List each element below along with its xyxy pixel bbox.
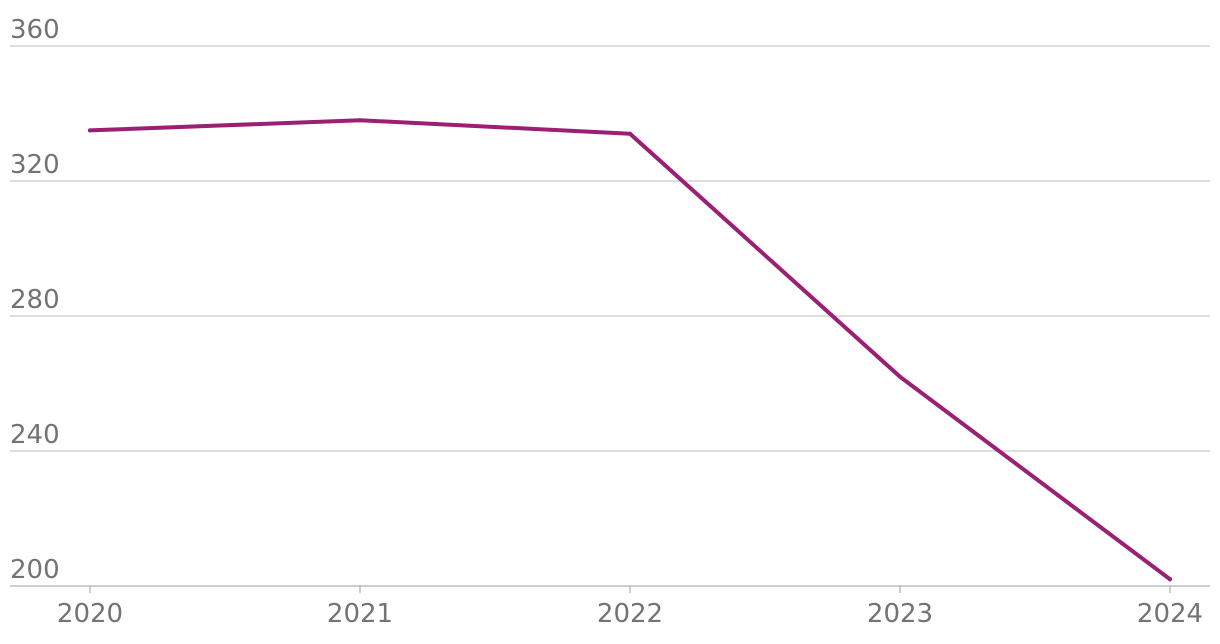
- x-axis: 2020 2021 2022 2023 2024: [57, 586, 1203, 629]
- x-tick-label: 2024: [1137, 599, 1203, 629]
- grid-lines: [10, 45, 1210, 587]
- data-point: [88, 128, 92, 133]
- x-tick-label: 2020: [57, 599, 123, 629]
- y-tick-label: 320: [10, 150, 60, 180]
- data-point: [1168, 577, 1172, 582]
- series-line: [88, 118, 1172, 582]
- y-tick-label: 240: [10, 420, 60, 450]
- x-tick-label: 2022: [597, 599, 663, 629]
- x-tick-label: 2023: [867, 599, 933, 629]
- data-point: [358, 118, 362, 123]
- x-tick-label: 2021: [327, 599, 393, 629]
- y-tick-label: 360: [10, 15, 60, 45]
- data-point: [898, 374, 902, 379]
- series-layer: [88, 118, 1172, 582]
- y-axis-tick-labels: 360 320 280 240 200: [10, 15, 60, 585]
- y-tick-label: 280: [10, 285, 60, 315]
- y-tick-label: 200: [10, 555, 60, 585]
- data-point: [628, 131, 632, 136]
